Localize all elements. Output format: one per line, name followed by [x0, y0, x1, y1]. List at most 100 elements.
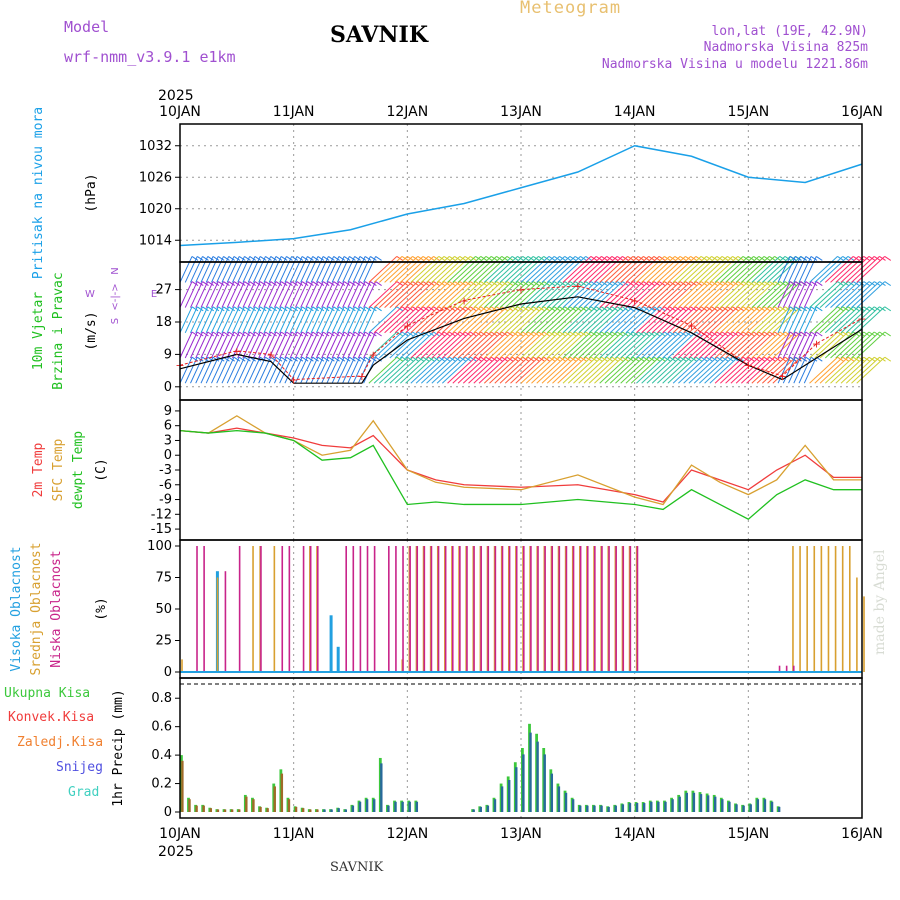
cloud-bar [388, 546, 390, 672]
wind-barb [693, 306, 723, 334]
wind-barb [835, 331, 865, 359]
bottom-xtick-label: 13JAN [500, 826, 542, 842]
wind-barb [651, 306, 681, 334]
wind-barb [520, 331, 550, 359]
wind-barb [683, 256, 712, 283]
wind-barb [845, 356, 875, 384]
wind-barb [756, 281, 786, 308]
wind-barb [280, 356, 288, 362]
wind-barb [212, 331, 220, 337]
wind-barb [767, 306, 796, 334]
wind-barb [767, 356, 796, 384]
sfc-temp-ylabel: SFC Temp [51, 439, 66, 502]
wind-barb [583, 281, 613, 308]
cloud-bar [615, 546, 617, 672]
wind-barb [342, 256, 356, 283]
wind-barb [364, 306, 372, 312]
precip-legend-item: Ukupna Kisa [4, 686, 90, 701]
cloud-bar [395, 546, 397, 672]
wind-barb [761, 356, 791, 384]
wind-barb [259, 281, 267, 287]
cloud-bar [487, 546, 490, 672]
wind-barb [714, 256, 744, 283]
wind-barb [305, 306, 319, 334]
wind-barb [630, 281, 660, 308]
wind-barb [379, 256, 408, 283]
wind-barb [359, 255, 367, 261]
wind-barb [415, 256, 445, 283]
wind-barb [851, 331, 880, 359]
wind-barb [328, 356, 335, 362]
wind-barb [349, 306, 356, 312]
precip-bar-overlay [763, 799, 767, 812]
wind-barb [226, 281, 240, 308]
wind-barb [244, 281, 251, 287]
wind-barb [317, 331, 325, 337]
cloud-bar [203, 546, 205, 672]
wind-barb [196, 356, 204, 362]
wind-barb [205, 356, 219, 384]
precip-bar-overlay [777, 806, 781, 812]
wind-barb [216, 356, 230, 384]
wind-barb [746, 256, 775, 283]
wind-barb [352, 356, 366, 384]
wind-barb [489, 306, 518, 334]
wind-barb [594, 306, 623, 334]
wind-barb [436, 256, 466, 283]
wind-barb [373, 281, 403, 308]
wind-barb [399, 331, 429, 359]
wind-barb [179, 306, 193, 334]
wind-barb [599, 331, 629, 359]
cloud-bar [820, 546, 823, 672]
precip-bar-overlay [756, 799, 760, 812]
wind-barb [800, 356, 807, 362]
wind-barb [615, 306, 644, 334]
wind-barb [223, 331, 230, 337]
wind-barb [845, 281, 875, 308]
wind-barb [793, 281, 807, 308]
wind-barb [394, 306, 424, 334]
wind-barb [630, 306, 660, 334]
wind-barb [370, 306, 377, 312]
wind-barb [740, 281, 770, 308]
bottom-xtick-label: 11JAN [273, 826, 315, 842]
wind-barb [190, 256, 203, 283]
wind-barb [205, 306, 219, 334]
wind-barb [349, 331, 356, 337]
wind-barb [252, 281, 266, 308]
wind-gust-marker: + [516, 284, 525, 297]
precip-bar-overlay [664, 801, 667, 812]
wind-barb [625, 281, 655, 308]
wind-barb [307, 331, 314, 337]
wind-barb [354, 281, 361, 287]
wind-barb [494, 256, 524, 283]
panel-frame [179, 399, 863, 541]
top-xtick-label: 10JAN [159, 104, 201, 120]
precip-bar-overlay [692, 792, 696, 812]
wind-barb [237, 306, 251, 334]
wind-barb [312, 306, 319, 312]
wind-barb [268, 356, 282, 384]
wind-barb [205, 281, 219, 308]
wind-barb [300, 256, 314, 283]
wind-barb [342, 331, 356, 359]
wind-barb [217, 356, 225, 362]
wind-barb [184, 331, 198, 359]
wind-barb [328, 306, 335, 312]
wind-barb [364, 255, 372, 261]
top-xtick-label: 12JAN [386, 104, 428, 120]
wind-barb [599, 256, 629, 283]
wind-barb [777, 256, 791, 283]
wind-barb [657, 306, 686, 334]
wind-barb [310, 331, 324, 359]
wind-barb [384, 281, 413, 308]
wind-barb [478, 331, 508, 359]
wind-barb [415, 331, 445, 359]
wind-barb [322, 281, 330, 287]
wind-barb [321, 306, 335, 334]
precip-bar-overlay [593, 805, 596, 812]
bottom-xtick-label: 14JAN [614, 826, 656, 842]
wind-barb [300, 281, 314, 308]
wind-barb [338, 331, 346, 337]
wind-barb [226, 306, 240, 334]
